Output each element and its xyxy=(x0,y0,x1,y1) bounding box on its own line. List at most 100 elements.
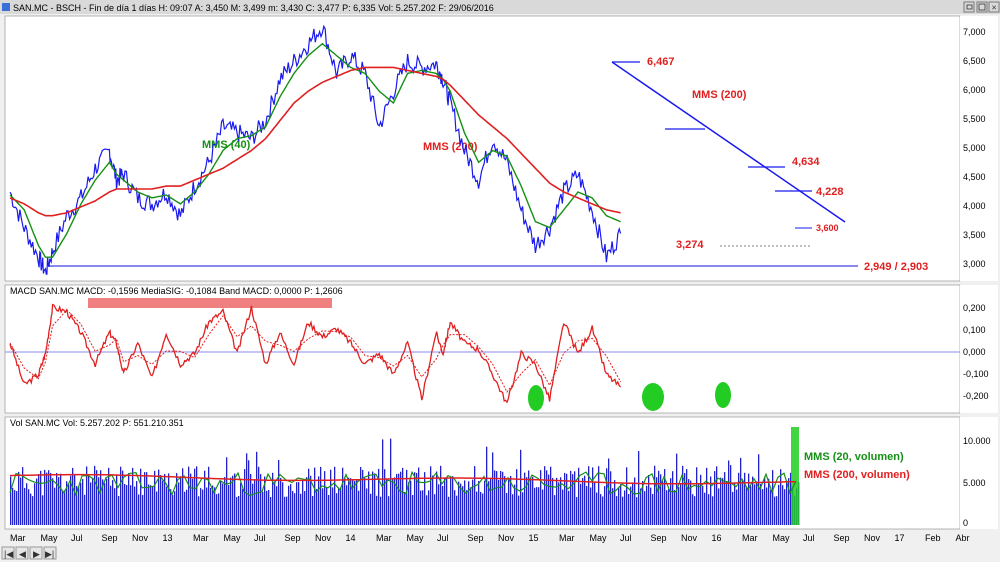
volume-bar xyxy=(766,487,768,525)
volume-bar xyxy=(148,484,150,525)
volume-bar xyxy=(626,467,628,525)
volume-bar xyxy=(634,477,636,525)
macd-oversold-marker xyxy=(715,382,731,408)
scroll-last-button[interactable] xyxy=(43,546,57,560)
volume-bar xyxy=(104,483,106,525)
volume-bar xyxy=(460,483,462,525)
volume-bar xyxy=(290,484,292,525)
volume-bar xyxy=(64,490,66,525)
volume-bar xyxy=(124,484,126,525)
close-button[interactable] xyxy=(988,1,1000,13)
volume-bar xyxy=(570,470,572,525)
volume-bar xyxy=(156,491,158,525)
x-tick-label: Sep xyxy=(285,533,301,543)
volume-bar xyxy=(328,495,330,525)
volume-bar xyxy=(740,457,742,525)
sma40-label: MMS (40) xyxy=(202,139,251,151)
volume-bar xyxy=(166,486,168,525)
volume-bar xyxy=(260,474,262,525)
volume-sma20-label: MMS (20, volumen) xyxy=(804,451,904,463)
volume-bar xyxy=(126,485,128,525)
volume-bar xyxy=(262,491,264,525)
volume-bar xyxy=(454,490,456,525)
volume-bar xyxy=(358,490,360,525)
x-tick-label: Nov xyxy=(864,533,881,543)
volume-bar xyxy=(12,487,14,525)
volume-bar xyxy=(228,485,230,525)
volume-tick: 5.000 xyxy=(963,478,986,488)
maximize-button[interactable] xyxy=(976,1,988,13)
volume-bar xyxy=(576,497,578,525)
x-tick-label: 13 xyxy=(163,533,173,543)
volume-bar xyxy=(512,494,514,525)
volume-bar xyxy=(162,480,164,525)
volume-bar xyxy=(322,488,324,525)
volume-bar xyxy=(240,482,242,525)
volume-bar xyxy=(372,471,374,525)
volume-bar xyxy=(136,481,138,525)
volume-bar xyxy=(542,489,544,525)
volume-bar xyxy=(340,488,342,525)
volume-bar xyxy=(238,496,240,525)
scroll-next-button[interactable] xyxy=(29,546,43,560)
volume-bar xyxy=(296,482,298,525)
volume-bar xyxy=(300,493,302,525)
volume-bar xyxy=(96,470,98,525)
volume-bar xyxy=(186,489,188,525)
volume-bar xyxy=(710,476,712,525)
volume-bar xyxy=(206,487,208,525)
price-panel xyxy=(4,15,961,282)
sma200-label-right: MMS (200) xyxy=(692,89,747,101)
volume-bar xyxy=(168,473,170,525)
volume-bar xyxy=(220,481,222,525)
scroll-first-button[interactable] xyxy=(1,546,15,560)
volume-bar xyxy=(30,493,32,525)
volume-bar xyxy=(440,465,442,525)
volume-bar xyxy=(352,479,354,525)
volume-bar xyxy=(24,487,26,525)
price-tick: 3,000 xyxy=(963,259,986,269)
volume-sma200-line xyxy=(9,473,797,485)
volume-bar xyxy=(726,481,728,525)
volume-bar xyxy=(744,472,746,525)
price-tick: 6,000 xyxy=(963,85,986,95)
volume-bar xyxy=(110,485,112,525)
volume-bar xyxy=(478,481,480,525)
volume-bar xyxy=(244,469,246,525)
volume-bar xyxy=(546,470,548,525)
x-tick-label: Jul xyxy=(254,533,266,543)
x-tick-label: 17 xyxy=(895,533,905,543)
volume-bar xyxy=(282,482,284,525)
macd-tick: 0,200 xyxy=(963,303,986,313)
last-icon: ▶| xyxy=(45,549,54,559)
volume-bar xyxy=(616,496,618,525)
volume-bar xyxy=(436,471,438,525)
volume-bar xyxy=(196,466,198,525)
volume-bar xyxy=(774,496,776,525)
volume-bar xyxy=(416,473,418,525)
x-axis-ticks: Mar May Jul Sep Nov 13 Mar May Jul Sep Nov 14 Mar May… xyxy=(10,533,970,543)
volume-bar xyxy=(768,478,770,525)
volume-bar xyxy=(180,476,182,525)
volume-bar xyxy=(276,486,278,525)
maximize-icon xyxy=(978,3,986,11)
restore-button[interactable] xyxy=(963,1,975,13)
volume-bar xyxy=(718,488,720,525)
volume-bar xyxy=(36,478,38,525)
volume-bar xyxy=(668,489,670,525)
scroll-prev-button[interactable] xyxy=(15,546,29,560)
volume-bar xyxy=(48,470,50,525)
volume-bar xyxy=(788,478,790,525)
volume-bar xyxy=(600,494,602,525)
volume-bar xyxy=(446,478,448,525)
x-tick-label: Mar xyxy=(559,533,575,543)
volume-bar xyxy=(584,475,586,525)
macd-oversold-marker xyxy=(528,385,544,411)
volume-bar xyxy=(332,487,334,525)
volume-bar xyxy=(84,494,86,525)
x-tick-label: Jul xyxy=(437,533,449,543)
volume-bar xyxy=(370,493,372,525)
volume-bar xyxy=(450,476,452,525)
volume-bar xyxy=(572,474,574,525)
x-tick-label: Feb xyxy=(925,533,941,543)
